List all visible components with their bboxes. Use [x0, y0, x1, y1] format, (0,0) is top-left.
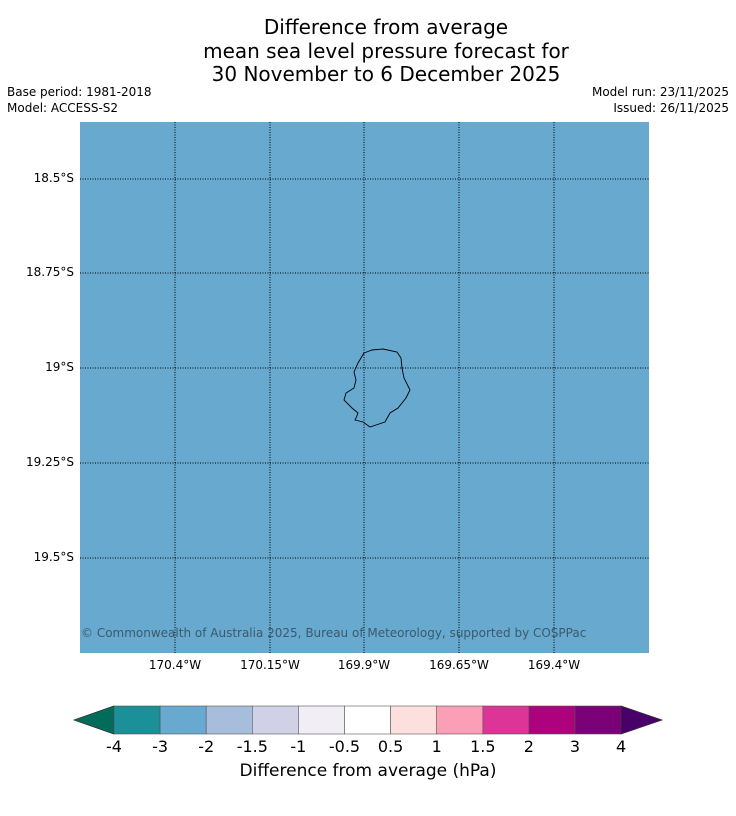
colorbar-tick: 1.5: [470, 737, 496, 756]
colorbar-segment: [159, 705, 207, 735]
colorbar-segment: [298, 705, 345, 735]
lat-label: 18.75°S: [26, 265, 74, 279]
colorbar-segment: [528, 705, 576, 735]
colorbar-segment: [482, 705, 530, 735]
colorbar-tick: -4: [106, 737, 122, 756]
lon-label: 169.65°W: [429, 658, 489, 672]
run-info: Model run: 23/11/2025 Issued: 26/11/2025: [591, 85, 729, 115]
colorbar-segment: [344, 705, 391, 735]
lon-label: 170.4°W: [148, 658, 202, 672]
lon-label: 169.9°W: [337, 658, 391, 672]
colorbar-segment: [390, 705, 438, 735]
colorbar-segment: [252, 705, 299, 735]
island-outline: [343, 348, 411, 428]
colorbar-under-arrow: [72, 705, 115, 735]
colorbar-segment: [205, 705, 253, 735]
lat-label: 19.25°S: [26, 455, 74, 469]
colorbar-segment: [113, 705, 161, 735]
colorbar: [72, 705, 664, 735]
base-info: Base period: 1981-2018 Model: ACCESS-S2: [7, 85, 152, 115]
gridlines: [80, 122, 649, 653]
colorbar-tick: -1: [290, 737, 307, 756]
copyright-text: © Commonwealth of Australia 2025, Bureau…: [81, 626, 587, 640]
colorbar-label: Difference from average (hPa): [239, 761, 497, 781]
lon-label: 169.4°W: [527, 658, 581, 672]
lat-label: 18.5°S: [33, 171, 74, 185]
lat-label: 19.5°S: [33, 550, 74, 564]
lon-label: 170.15°W: [240, 658, 300, 672]
map: [80, 122, 649, 653]
colorbar-over-arrow: [620, 705, 664, 735]
colorbar-tick: -2: [198, 737, 215, 756]
colorbar-tick: 3: [569, 737, 581, 756]
colorbar-tick: -3: [152, 737, 169, 756]
chart-title: Difference from average mean sea level p…: [203, 15, 569, 86]
colorbar-segment: [436, 705, 484, 735]
colorbar-tick: 4: [616, 737, 627, 756]
colorbar-tick: 2: [523, 737, 534, 756]
colorbar-tick: -1.5: [236, 737, 268, 756]
colorbar-segment: [574, 705, 622, 735]
colorbar-tick: -0.5: [328, 737, 361, 756]
colorbar-tick: 0.5: [377, 737, 404, 756]
colorbar-tick: 1: [431, 737, 442, 756]
lat-label: 19°S: [45, 360, 74, 374]
